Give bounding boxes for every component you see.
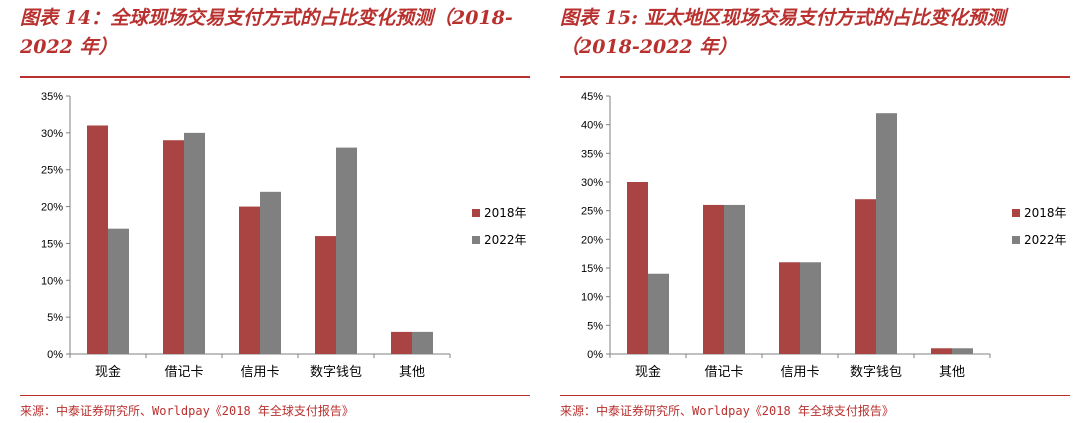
bar-2022-4 <box>952 348 973 354</box>
bar-2022-2 <box>260 191 281 354</box>
bar-2022-4 <box>412 331 433 354</box>
bar-2018-2 <box>779 262 800 354</box>
bar-2018-1 <box>163 140 184 354</box>
y-tick-label: 25% <box>581 206 603 218</box>
y-tick-label: 30% <box>41 128 63 140</box>
bar-2018-1 <box>703 204 724 354</box>
y-tick-label: 20% <box>581 234 603 246</box>
legend-swatch <box>472 236 480 244</box>
bar-2018-0 <box>627 182 648 354</box>
legend-swatch <box>1012 236 1020 244</box>
legend-label: 2022年 <box>1024 233 1067 247</box>
y-tick-label: 20% <box>41 202 63 214</box>
y-tick-label: 35% <box>581 148 603 160</box>
y-tick-label: 10% <box>41 275 63 287</box>
bar-2018-4 <box>391 331 412 354</box>
bar-2018-3 <box>855 199 876 354</box>
source-rule <box>20 395 530 396</box>
bar-chart-global: 0% 5% 10% 15% 20% 25% 30% 35% 现金 借记卡 信用卡 数字钱包 其他 2018… <box>41 91 527 380</box>
category-label: 现金 <box>635 364 661 380</box>
category-label: 数字钱包 <box>850 365 902 380</box>
chart-panel-apac: 图表 15: 亚太地区现场交易支付方式的占比变化预测（2018-2022 年） … <box>560 0 1080 423</box>
bar-chart-apac: 0% 5% 10% 15% 20% 25% 30% 35% 40% 45% 现金 借记卡 信用卡 数字钱包… <box>581 91 1067 380</box>
bar-2022-1 <box>724 204 745 354</box>
bar-2018-4 <box>931 348 952 354</box>
bar-2022-3 <box>336 147 357 354</box>
y-tick-label: 10% <box>581 292 603 304</box>
y-tick-label: 25% <box>41 165 63 177</box>
bar-2018-0 <box>87 125 108 354</box>
category-label: 信用卡 <box>780 365 819 380</box>
bar-2022-2 <box>800 262 821 354</box>
legend-label: 2018年 <box>1024 206 1067 220</box>
y-tick-label: 15% <box>41 238 63 250</box>
y-tick-label: 35% <box>41 91 63 103</box>
legend-swatch <box>472 209 480 217</box>
bar-2018-3 <box>315 236 336 354</box>
chart-title: 图表 14：全球现场交易支付方式的占比变化预测（2018-2022 年） <box>20 7 513 58</box>
category-label: 现金 <box>95 364 121 380</box>
y-tick-label: 0% <box>587 349 603 361</box>
legend-swatch <box>1012 209 1020 217</box>
bar-2022-1 <box>184 132 205 354</box>
source-note: 来源：中泰证券研究所、Worldpay《2018 年全球支付报告》 <box>20 404 354 418</box>
y-tick-label: 15% <box>581 263 603 275</box>
bar-2022-0 <box>648 273 669 354</box>
category-label: 借记卡 <box>164 365 203 380</box>
source-note: 来源：中泰证券研究所、Worldpay《2018 年全球支付报告》 <box>560 404 894 418</box>
category-label: 其他 <box>399 365 425 380</box>
legend-label: 2018年 <box>484 206 527 220</box>
y-tick-label: 30% <box>581 177 603 189</box>
category-label: 数字钱包 <box>310 365 362 380</box>
bar-2022-3 <box>876 113 897 354</box>
y-tick-label: 40% <box>581 120 603 132</box>
title-rule <box>20 76 530 78</box>
chart-panel-global: 图表 14：全球现场交易支付方式的占比变化预测（2018-2022 年） 0% 5… <box>20 0 540 423</box>
y-tick-label: 45% <box>581 91 603 103</box>
chart-title: 图表 15: 亚太地区现场交易支付方式的占比变化预测（2018-2022 年） <box>560 7 1006 58</box>
category-label: 借记卡 <box>704 365 743 380</box>
source-rule <box>560 395 1070 396</box>
category-label: 其他 <box>939 365 965 380</box>
title-rule <box>560 76 1070 78</box>
y-tick-label: 0% <box>47 349 63 361</box>
y-tick-label: 5% <box>47 312 63 324</box>
bar-2022-0 <box>108 228 129 354</box>
legend-label: 2022年 <box>484 233 527 247</box>
bar-2018-2 <box>239 206 260 354</box>
y-tick-label: 5% <box>587 320 603 332</box>
category-label: 信用卡 <box>240 365 279 380</box>
